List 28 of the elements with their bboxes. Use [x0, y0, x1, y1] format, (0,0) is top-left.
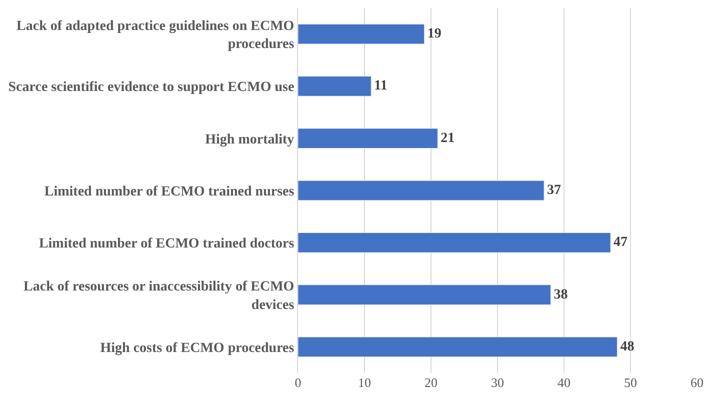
- bar: [298, 336, 618, 358]
- bar: [298, 284, 551, 305]
- bar: [298, 128, 438, 149]
- data-label: 48: [620, 339, 634, 354]
- y-tick-label: Lack of resources or inaccessibility of ECMO devices: [24, 280, 295, 313]
- data-label: 21: [440, 130, 455, 146]
- bar: [298, 180, 544, 201]
- data-label: 38: [554, 287, 568, 302]
- y-tick-label: High costs of ECMO procedures: [100, 340, 295, 356]
- x-tick-label: 50: [624, 375, 637, 390]
- data-label: 37: [547, 183, 562, 198]
- y-tick-label: Lack of adapted practice guidelines on ECMO procedures: [16, 18, 295, 52]
- y-tick-label: High mortality: [205, 132, 294, 148]
- bar: [298, 76, 372, 96]
- x-tick-label: 40: [558, 375, 570, 390]
- data-label: 11: [374, 78, 388, 94]
- x-tick-label: 0: [294, 375, 302, 390]
- x-tick-label: 30: [491, 375, 504, 390]
- data-label: 47: [614, 235, 628, 250]
- x-tick-label: 60: [690, 375, 704, 390]
- bar: [298, 232, 611, 253]
- y-tick-label: Limited number of ECMO trained nurses: [44, 184, 295, 200]
- y-tick-label: Scarce scientific evidence to support ECMO use: [8, 80, 294, 96]
- y-tick-label: Limited number of ECMO trained doctors: [38, 236, 295, 252]
- x-tick-label: 10: [358, 375, 371, 390]
- bar: [298, 24, 425, 44]
- x-tick-label: 20: [424, 375, 438, 390]
- data-label: 19: [427, 26, 442, 42]
